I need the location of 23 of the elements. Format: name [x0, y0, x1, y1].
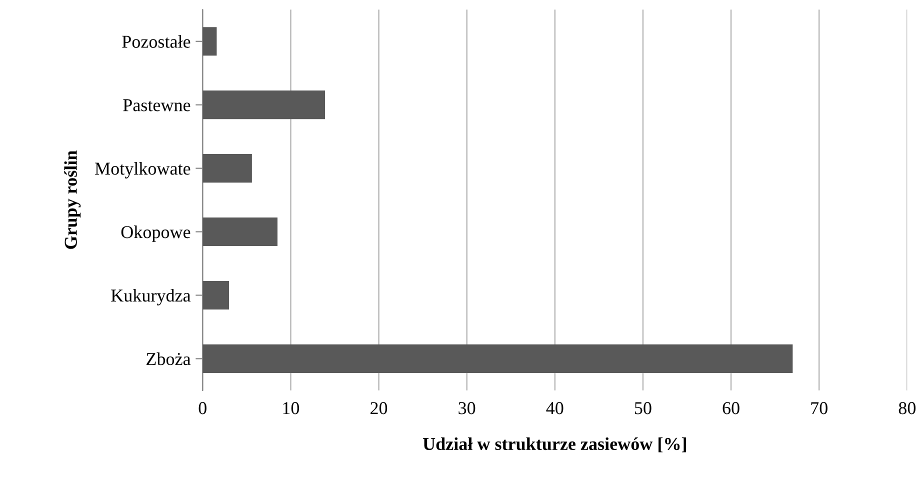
x-tick-label: 30 — [458, 402, 476, 414]
bar — [202, 154, 252, 183]
x-tick-label: 50 — [634, 402, 652, 414]
y-tick-label: Pozostałe — [122, 35, 190, 48]
y-tick-label: Motylkowate — [95, 162, 190, 178]
x-tick-label: 80 — [898, 402, 916, 414]
x-tick-label: 40 — [546, 402, 564, 414]
bar — [202, 344, 793, 373]
x-tick-label: 70 — [811, 402, 828, 414]
bar — [202, 90, 326, 120]
bar — [202, 217, 278, 246]
y-tick-label: Pastewne — [123, 99, 190, 112]
y-axis-title: Grupy roślin — [64, 150, 81, 249]
x-tick-label: 10 — [283, 402, 300, 414]
y-tick-label: Kukurydza — [111, 288, 191, 306]
bar — [202, 280, 230, 310]
x-axis-title: Udział w strukturze zasiewów [%] — [422, 437, 686, 452]
bar — [202, 27, 217, 56]
x-tick-label: 0 — [198, 402, 206, 414]
x-tick-label: 60 — [722, 402, 740, 414]
y-tick-label: Zboża — [146, 352, 191, 366]
x-tick-label: 20 — [370, 402, 388, 414]
y-tick-label: Okopowe — [121, 225, 190, 242]
